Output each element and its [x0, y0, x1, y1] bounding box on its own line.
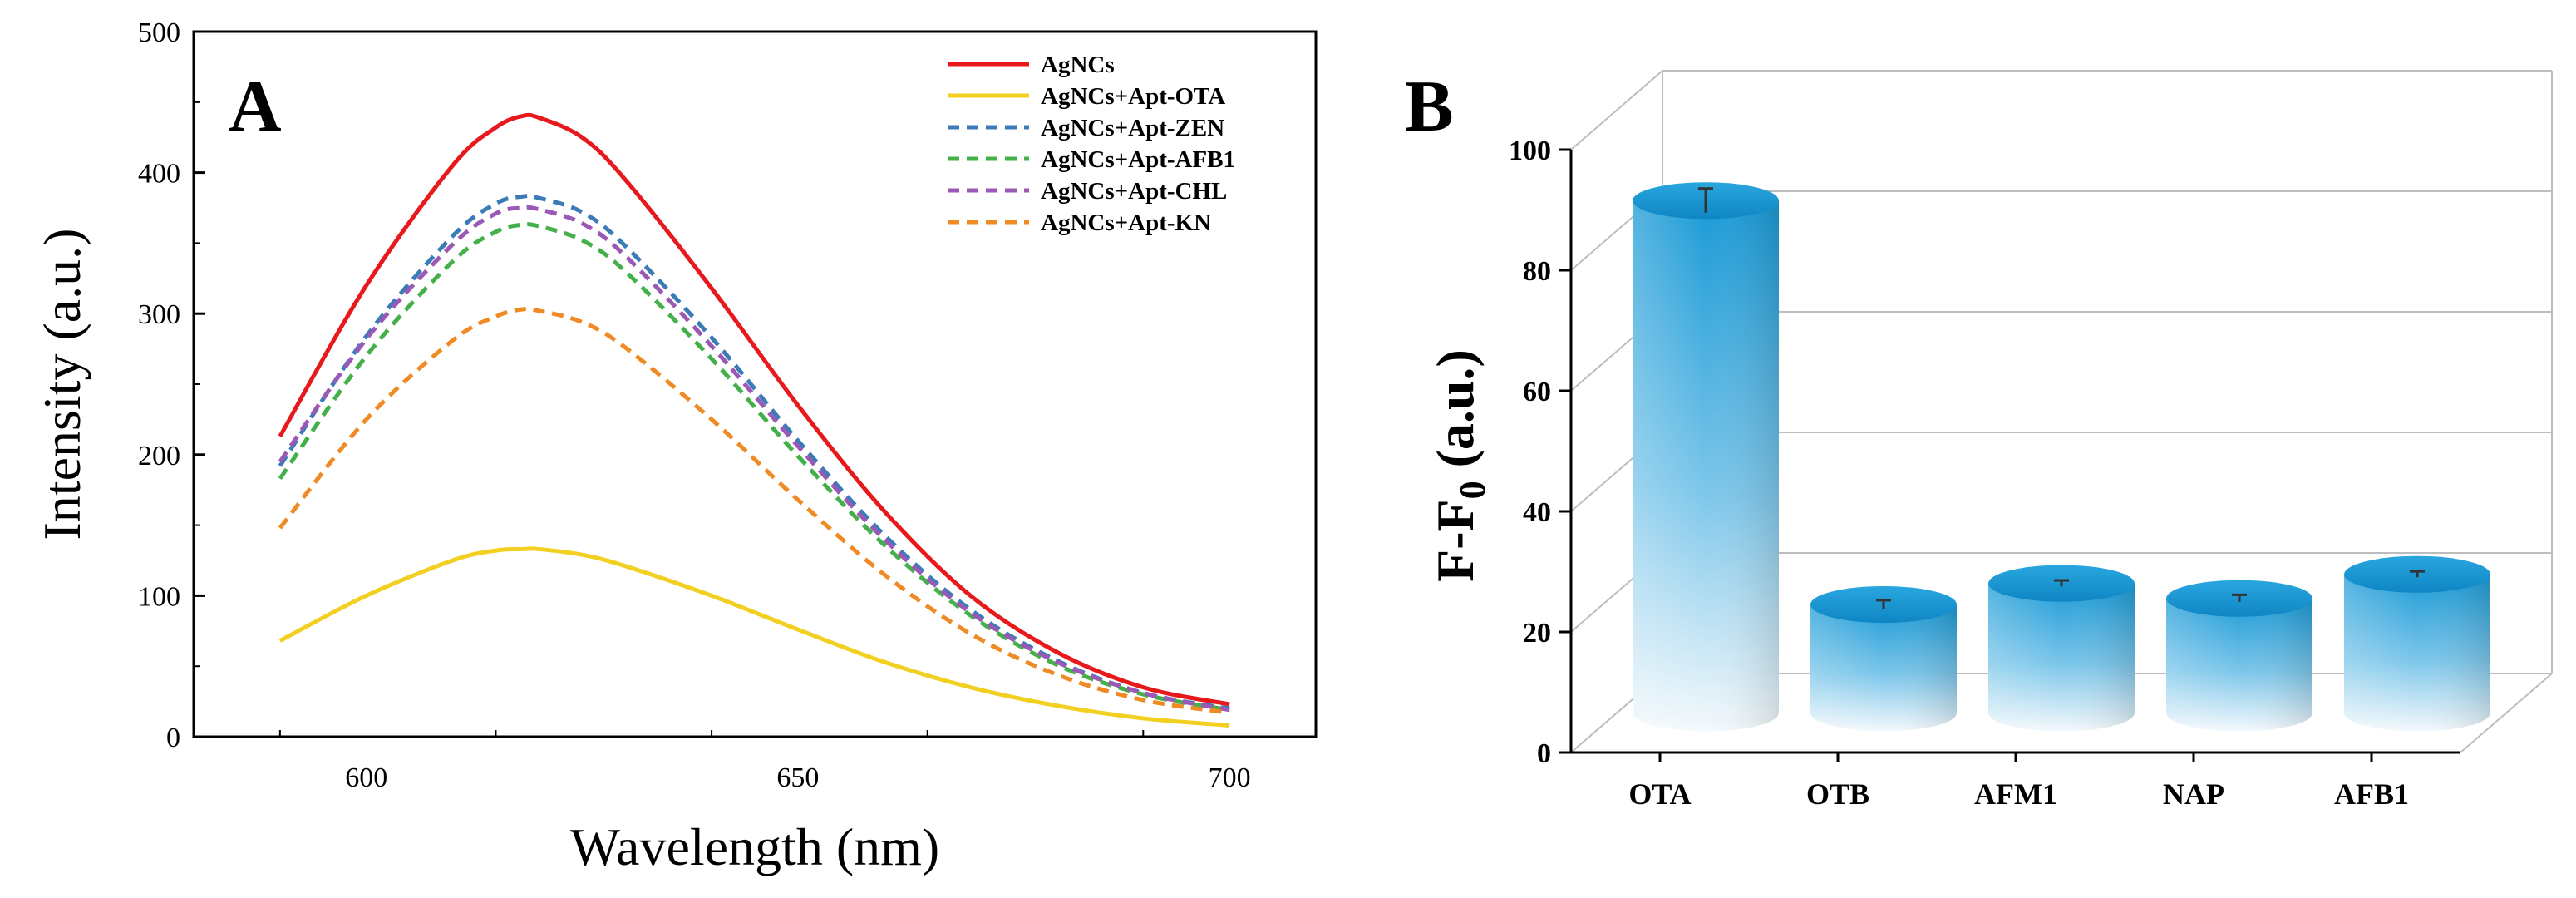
legend-label-0: AgNCs: [1041, 52, 1115, 78]
floor-right-edge: [2460, 673, 2553, 753]
b-x-tick-label-afm1: AFM1: [1974, 777, 2057, 811]
b-y-tick-label-40: 40: [1523, 497, 1551, 528]
panel-a-y-axis-label: Intensity (a.u.): [32, 229, 91, 540]
panel-b-y-label-sub: 0: [1452, 481, 1493, 499]
bar-afb1: [2344, 555, 2490, 732]
panel-b-y-label-main: F-F: [1426, 499, 1485, 582]
series-line-agncs-apt-chl: [278, 205, 1230, 713]
series-line-agncs-apt-ota: [278, 546, 1230, 728]
legend-label-4: AgNCs+Apt-CHL: [1041, 178, 1227, 205]
legend-label-5: AgNCs+Apt-KN: [1041, 210, 1211, 236]
series-line-agncs-apt-kn: [278, 306, 1230, 715]
panel-a-legend: AgNCs AgNCs+Apt-OTA AgNCs+Apt-ZEN AgNCs+Apt…: [948, 52, 1235, 236]
panel-b-y-label-tail: (a.u.): [1426, 349, 1485, 481]
panel-a-ticks: 0 100 200 300 400 500 600 650 700: [138, 17, 1251, 793]
y-tick-label-500: 500: [138, 17, 180, 48]
y-tick-label-200: 200: [138, 441, 180, 471]
bar-shade-afm1: [1988, 583, 2135, 732]
x-tick-label-700: 700: [1209, 762, 1251, 793]
bar-afm1: [1988, 565, 2135, 732]
y-tick-label-100: 100: [138, 581, 180, 612]
b-y-tick-label-60: 60: [1523, 377, 1551, 407]
panel-a-x-axis-label: Wavelength (nm): [570, 817, 939, 876]
bar-shade-ota: [1633, 200, 1779, 732]
y-tick-label-400: 400: [138, 159, 180, 190]
panel-a-series: [278, 112, 1230, 728]
series-line-agncs: [278, 112, 1230, 707]
b-y-tick-label-100: 100: [1509, 136, 1551, 166]
b-y-tick-label-0: 0: [1537, 738, 1551, 769]
series-line-agncs-apt-afb1: [278, 222, 1230, 713]
b-x-tick-label-nap: NAP: [2163, 777, 2224, 811]
b-x-tick-label-otb: OTB: [1806, 777, 1869, 811]
bar-otb: [1810, 586, 1957, 732]
bar-ota: [1633, 182, 1779, 732]
legend-label-3: AgNCs+Apt-AFB1: [1041, 146, 1235, 173]
b-y-tick-label-80: 80: [1523, 256, 1551, 287]
b-y-tick-label-20: 20: [1523, 618, 1551, 649]
panel-a: 0 100 200 300 400 500 600 650 700 A AgNCs AgNCs+A…: [32, 17, 1318, 876]
panel-a-letter: A: [229, 67, 282, 147]
panel-b-ticks: 0 20 40 60 80 100 OTA OTB AFM1 NAP AFB1: [1509, 136, 2409, 811]
legend-label-1: AgNCs+Apt-OTA: [1041, 83, 1225, 110]
x-tick-label-650: 650: [776, 762, 819, 793]
panel-b-bars: [1633, 182, 2490, 732]
bar-shade-otb: [1810, 604, 1957, 732]
legend-label-2: AgNCs+Apt-ZEN: [1041, 115, 1224, 141]
bar-shade-nap: [2166, 598, 2312, 732]
b-x-tick-label-ota: OTA: [1628, 777, 1691, 811]
y-tick-label-300: 300: [138, 299, 180, 330]
x-tick-label-600: 600: [345, 762, 387, 793]
y-tick-label-0: 0: [166, 723, 180, 753]
b-x-tick-label-afb1: AFB1: [2334, 777, 2409, 811]
bar-nap: [2166, 580, 2312, 732]
bar-shade-afb1: [2344, 574, 2490, 732]
panel-b-letter: B: [1405, 67, 1454, 147]
panel-b-y-axis-label: F-F0 (a.u.): [1426, 349, 1493, 582]
side-grid-100: [1570, 70, 1663, 150]
